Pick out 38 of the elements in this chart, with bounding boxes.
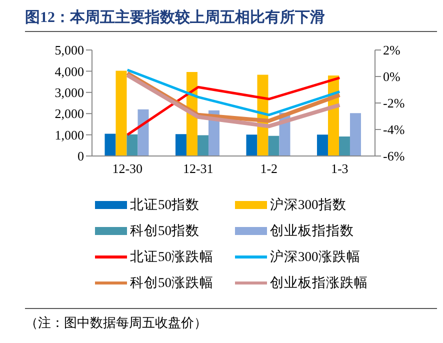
bar <box>116 70 127 156</box>
bar <box>138 109 149 156</box>
y-tick-label: 1,000 <box>54 127 84 142</box>
legend-label: 北证50指数 <box>130 196 200 214</box>
bar <box>126 134 138 156</box>
legend-label: 科创50指数 <box>130 222 200 240</box>
y2-tick-label: -2% <box>383 96 405 111</box>
bar <box>268 136 280 156</box>
y-tick-label: 0 <box>78 148 84 164</box>
y-tick-label: 5,000 <box>54 42 84 58</box>
bar <box>197 135 208 156</box>
y2-tick-label: -6% <box>383 148 405 164</box>
y-tick-label: 2,000 <box>54 106 84 122</box>
legend-label: 创业板指涨跌幅 <box>270 274 368 292</box>
bar <box>246 134 258 156</box>
line-series <box>126 76 341 136</box>
y2-tick-label: 2% <box>383 42 400 58</box>
y2-tick-label: 0% <box>383 69 400 84</box>
chart-title: 图12：本周五主要指数较上周五相比有所下滑 <box>25 8 437 32</box>
text: （注：图中数据每周五收盘价） <box>25 315 207 330</box>
x-tick-label: 1-2 <box>260 161 278 176</box>
y-tick-label: 4,000 <box>54 64 84 79</box>
legend-label: 北证50涨跌幅 <box>130 248 214 266</box>
y-tick-label: 3,000 <box>54 85 84 100</box>
legend-label: 沪深300涨跌幅 <box>270 248 360 266</box>
x-tick-label: 12-30 <box>112 161 143 176</box>
bar <box>316 134 328 156</box>
bar <box>350 113 361 156</box>
x-tick-label: 12-31 <box>182 161 214 176</box>
legend-label: 创业板指指数 <box>270 222 354 240</box>
x-tick-label: 1-3 <box>330 161 348 176</box>
y2-tick-label: -4% <box>383 122 405 138</box>
bar <box>338 136 350 156</box>
bar <box>104 134 116 156</box>
legend-label: 沪深300指数 <box>270 196 346 214</box>
legend-label: 科创50涨跌幅 <box>130 274 214 292</box>
line-series <box>126 68 341 116</box>
bar <box>175 134 186 156</box>
